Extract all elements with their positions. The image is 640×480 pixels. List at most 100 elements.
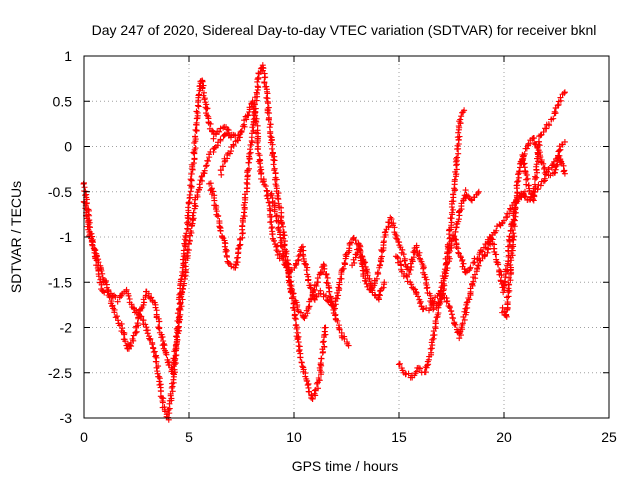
data-point bbox=[462, 269, 469, 276]
data-point bbox=[148, 294, 155, 301]
data-point bbox=[190, 160, 197, 167]
data-point bbox=[454, 154, 461, 161]
data-point bbox=[355, 241, 362, 248]
data-point bbox=[456, 133, 463, 140]
data-point bbox=[516, 168, 523, 175]
data-point bbox=[181, 280, 188, 287]
data-point bbox=[187, 232, 194, 239]
data-point bbox=[204, 112, 211, 119]
data-point bbox=[125, 292, 132, 299]
data-point bbox=[514, 189, 521, 196]
data-point bbox=[271, 157, 278, 164]
data-point bbox=[318, 355, 325, 362]
data-point bbox=[246, 150, 253, 157]
data-point bbox=[550, 115, 557, 122]
data-point bbox=[541, 175, 548, 182]
data-point bbox=[273, 247, 280, 254]
y-tick-label: -1 bbox=[60, 229, 73, 245]
data-point bbox=[271, 208, 278, 215]
data-point bbox=[324, 280, 331, 287]
data-point bbox=[192, 203, 199, 210]
data-point bbox=[278, 243, 285, 250]
data-point bbox=[450, 315, 457, 322]
data-point bbox=[335, 284, 342, 291]
data-point bbox=[204, 158, 211, 165]
data-point bbox=[250, 105, 257, 112]
data-point bbox=[210, 135, 217, 142]
data-point bbox=[195, 103, 202, 110]
data-point bbox=[169, 366, 176, 373]
data-point bbox=[102, 277, 109, 284]
data-point bbox=[533, 143, 540, 150]
data-point bbox=[190, 209, 197, 216]
data-point bbox=[181, 273, 188, 280]
data-point bbox=[171, 359, 178, 366]
data-point bbox=[183, 219, 190, 226]
data-point bbox=[320, 348, 327, 355]
data-point bbox=[302, 260, 309, 267]
data-point bbox=[507, 264, 514, 271]
data-point bbox=[243, 179, 250, 186]
data-point bbox=[273, 176, 280, 183]
y-tick-label: 0 bbox=[64, 139, 72, 155]
data-point bbox=[452, 228, 459, 235]
data-point bbox=[382, 228, 389, 235]
data-point bbox=[413, 244, 420, 251]
data-point bbox=[529, 196, 536, 203]
data-point bbox=[277, 234, 284, 241]
data-point bbox=[201, 96, 208, 103]
data-point bbox=[241, 213, 248, 220]
x-tick-label: 15 bbox=[391, 429, 407, 445]
data-point bbox=[381, 279, 388, 286]
data-point bbox=[235, 246, 242, 253]
data-point bbox=[443, 298, 450, 305]
data-point bbox=[496, 221, 503, 228]
data-point bbox=[461, 316, 468, 323]
data-point bbox=[474, 255, 481, 262]
data-point bbox=[88, 235, 95, 242]
data-point bbox=[452, 236, 459, 243]
x-tick-label: 0 bbox=[80, 429, 88, 445]
data-point bbox=[264, 98, 271, 105]
data-point bbox=[294, 303, 301, 310]
data-point bbox=[225, 129, 232, 136]
data-point bbox=[304, 378, 311, 385]
data-point bbox=[474, 256, 481, 263]
chart-title: Day 247 of 2020, Sidereal Day-to-day VTE… bbox=[92, 22, 597, 38]
data-point bbox=[460, 260, 467, 267]
data-point bbox=[246, 165, 253, 172]
data-point bbox=[410, 254, 417, 261]
data-point bbox=[455, 249, 462, 256]
data-point bbox=[326, 288, 333, 295]
data-point bbox=[144, 330, 151, 337]
data-point bbox=[494, 261, 501, 268]
data-point bbox=[153, 358, 160, 365]
data-point bbox=[294, 329, 301, 336]
data-point bbox=[228, 263, 235, 270]
data-point bbox=[150, 349, 157, 356]
data-point bbox=[407, 267, 414, 274]
data-point bbox=[414, 293, 421, 300]
data-point bbox=[95, 273, 102, 280]
data-point bbox=[514, 178, 521, 185]
data-point bbox=[393, 235, 400, 242]
data-point bbox=[416, 249, 423, 256]
data-point bbox=[404, 278, 411, 285]
data-point bbox=[423, 285, 430, 292]
data-point bbox=[255, 84, 262, 91]
data-point bbox=[448, 215, 455, 222]
data-point bbox=[540, 160, 547, 167]
data-point bbox=[246, 156, 253, 163]
data-point bbox=[298, 244, 305, 251]
data-point bbox=[328, 295, 335, 302]
data-point bbox=[174, 336, 181, 343]
data-point bbox=[457, 253, 464, 260]
data-point bbox=[561, 89, 568, 96]
data-point bbox=[305, 277, 312, 284]
data-point bbox=[410, 249, 417, 256]
data-point bbox=[84, 223, 91, 230]
data-point bbox=[304, 310, 311, 317]
data-point bbox=[482, 244, 489, 251]
data-point bbox=[161, 342, 168, 349]
data-point bbox=[217, 167, 224, 174]
